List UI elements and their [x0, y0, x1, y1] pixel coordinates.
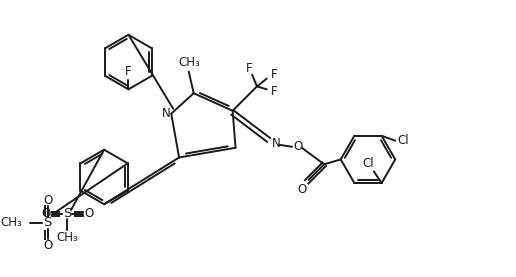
Text: S: S: [43, 216, 52, 229]
Text: S: S: [63, 207, 71, 220]
Text: O: O: [43, 238, 52, 252]
Text: CH₃: CH₃: [1, 216, 22, 229]
Text: F: F: [271, 85, 278, 98]
Text: O: O: [84, 207, 93, 220]
Text: F: F: [246, 62, 252, 75]
Text: O: O: [297, 183, 307, 196]
Text: N: N: [272, 137, 281, 150]
Text: N: N: [162, 107, 171, 120]
Text: Cl: Cl: [362, 157, 374, 170]
Text: O: O: [293, 140, 302, 153]
Text: CH₃: CH₃: [56, 231, 78, 244]
Text: F: F: [125, 65, 132, 78]
Text: F: F: [271, 68, 278, 81]
Text: O: O: [43, 194, 52, 207]
Text: Cl: Cl: [397, 134, 409, 147]
Text: CH₃: CH₃: [178, 56, 200, 69]
Text: O: O: [41, 207, 50, 220]
